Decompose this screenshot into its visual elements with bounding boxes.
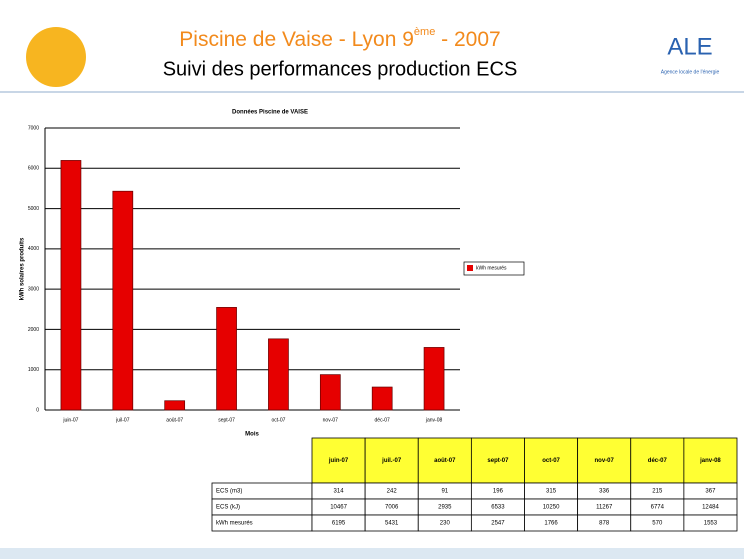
- logo: ALE: [667, 33, 712, 60]
- table-cell-text: 7006: [385, 505, 399, 511]
- table-header-cell: [524, 437, 579, 484]
- table-header-cell: [577, 437, 632, 484]
- table-cell-text: 1553: [704, 521, 718, 527]
- x-tick-label: janv-08: [425, 417, 443, 423]
- x-tick-label: sept-07: [218, 417, 235, 423]
- table-cell-text: 10467: [330, 505, 347, 511]
- y-tick-label: 7000: [28, 125, 39, 131]
- x-tick-label: nov-07: [323, 417, 339, 423]
- table-cell-text: 230: [440, 521, 451, 527]
- bar: [216, 307, 237, 411]
- y-tick-label: 3000: [28, 286, 39, 292]
- bar: [112, 190, 134, 411]
- table-cell: [683, 514, 738, 532]
- title: Piscine de Vaise - Lyon 9ème - 2007: [179, 26, 500, 51]
- y-tick-label: 4000: [28, 246, 39, 252]
- bar: [268, 338, 289, 411]
- table-cell-text: 12484: [702, 505, 719, 511]
- table-header-text: déc-07: [648, 458, 668, 464]
- bar: [371, 386, 393, 411]
- legend-box: [463, 261, 525, 276]
- table-cell-text: 10250: [543, 505, 560, 511]
- legend-swatch: [467, 265, 473, 271]
- title-main: Piscine de Vaise - Lyon 9: [179, 28, 414, 51]
- table-header-text: janv-08: [699, 458, 721, 464]
- table-header-text: juin-07: [328, 458, 349, 464]
- y-tick-label: 2000: [28, 327, 39, 333]
- logo-caption: Agence locale de l'énergie: [661, 69, 720, 75]
- x-axis-label: Mois: [245, 432, 259, 438]
- bar: [423, 347, 445, 411]
- table-cell-text: 5431: [385, 521, 399, 527]
- table-cell-text: 215: [652, 489, 663, 495]
- y-tick-label: 5000: [28, 206, 39, 212]
- table-cell-text: 878: [599, 521, 610, 527]
- table-cell-text: 367: [705, 489, 716, 495]
- y-axis-label: kWh solaires produits: [20, 237, 26, 300]
- title-end: - 2007: [435, 28, 500, 51]
- subtitle: Suivi des performances production ECS: [163, 58, 518, 80]
- title-sup: ème: [414, 26, 435, 38]
- table-cell-text: 2935: [438, 505, 452, 511]
- table-cell-text: 315: [546, 489, 557, 495]
- footer-bar: [0, 548, 744, 559]
- table-cell-text: kWh mesurés: [216, 521, 253, 527]
- table-cell-text: ECS (m3): [216, 489, 242, 495]
- y-tick-label: 1000: [28, 367, 39, 373]
- table-cell-text: 6774: [651, 505, 665, 511]
- table-cell-text: 6195: [332, 521, 346, 527]
- table-header-text: oct-07: [542, 458, 560, 464]
- y-tick-label: 6000: [28, 166, 39, 172]
- x-tick-label: déc-07: [375, 417, 391, 423]
- bar: [319, 374, 341, 411]
- bar: [164, 400, 186, 411]
- x-tick-label: juin-07: [62, 417, 78, 423]
- bar: [60, 160, 82, 411]
- table-cell-text: 6533: [491, 505, 505, 511]
- table-header-cell: [630, 437, 685, 484]
- table-cell-text: ECS (kJ): [216, 505, 240, 511]
- table-cell-text: 1766: [544, 521, 558, 527]
- table-cell-text: 336: [599, 489, 610, 495]
- legend-label: kWh mesurés: [476, 265, 507, 271]
- table-cell-text: 91: [441, 489, 448, 495]
- table-header-text: nov-07: [595, 458, 615, 464]
- table-header-text: juil.-07: [381, 458, 402, 464]
- chart-title: Données Piscine de VAISE: [232, 110, 308, 116]
- table-cell-text: 11267: [596, 505, 613, 511]
- table-header-text: août-07: [434, 458, 456, 464]
- table-cell-text: 242: [387, 489, 398, 495]
- x-tick-label: août-07: [166, 417, 183, 423]
- x-tick-label: oct-07: [271, 417, 285, 423]
- x-tick-label: juil-07: [115, 417, 130, 423]
- y-tick-label: 0: [36, 407, 39, 413]
- table-cell-text: 196: [493, 489, 504, 495]
- table-cell-text: 2547: [491, 521, 505, 527]
- table-cell-text: 570: [652, 521, 663, 527]
- table-header-text: sept-07: [487, 458, 509, 464]
- sun-icon: [26, 27, 86, 87]
- table-cell-text: 314: [334, 489, 345, 495]
